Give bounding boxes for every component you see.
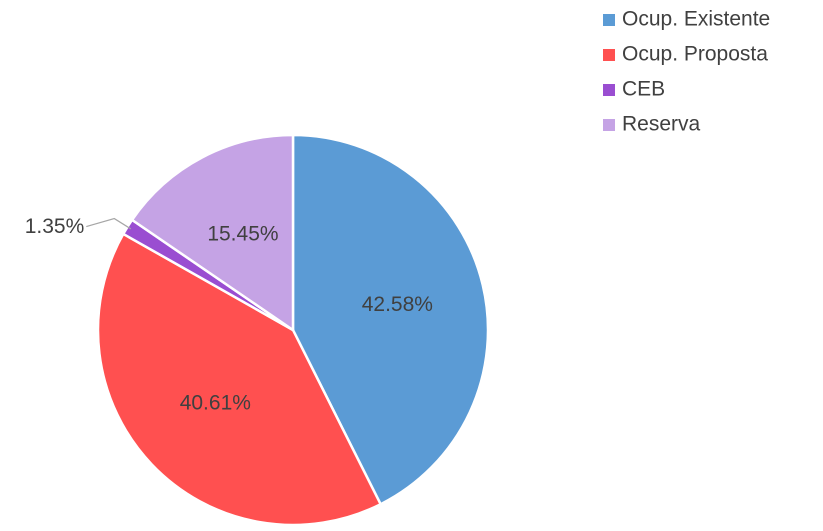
slice	[130, 133, 295, 333]
data-label: 1.35%	[25, 215, 85, 238]
legend: Ocup. Existente Ocup. Proposta CEB Reserva	[603, 8, 770, 136]
legend-swatch	[603, 84, 615, 96]
legend-swatch	[603, 14, 615, 26]
leader-line	[86, 217, 132, 230]
legend-swatch	[603, 49, 615, 61]
legend-swatch	[603, 119, 615, 131]
labels: 42.58% 40.61% 1.35% 15.45%	[25, 215, 433, 414]
slice	[291, 133, 490, 506]
data-label: 15.45%	[207, 223, 278, 246]
legend-label: CEB	[622, 78, 665, 101]
legend-label: Ocup. Proposta	[622, 43, 768, 66]
slice	[96, 232, 383, 527]
legend-label: Reserva	[622, 113, 701, 136]
data-label: 42.58%	[362, 293, 433, 316]
data-label: 40.61%	[180, 391, 251, 414]
slices	[96, 133, 490, 527]
legend-label: Ocup. Existente	[622, 8, 770, 31]
